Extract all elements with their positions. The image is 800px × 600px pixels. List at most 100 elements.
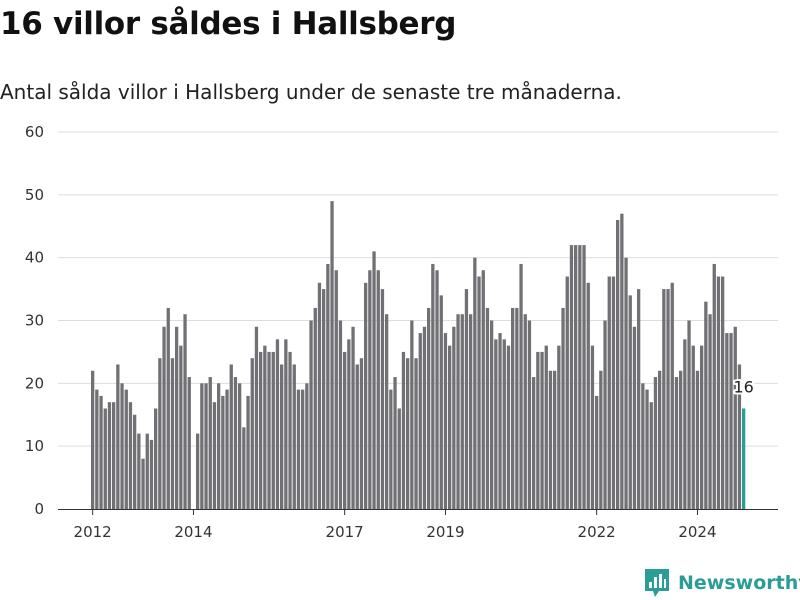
- bar: [397, 408, 401, 509]
- bar: [536, 351, 540, 509]
- x-tick-label: 2022: [578, 523, 616, 541]
- bar: [141, 458, 145, 509]
- bar: [322, 289, 326, 509]
- brand-name: Newsworthy: [678, 572, 800, 594]
- bar: [179, 345, 183, 509]
- bar: [464, 289, 469, 509]
- bar: [624, 257, 628, 509]
- bar: [359, 358, 364, 509]
- bar: [330, 201, 334, 509]
- bar: [628, 295, 632, 509]
- bar: [700, 345, 704, 509]
- bar: [254, 326, 259, 509]
- bar: [380, 289, 385, 509]
- bar: [301, 389, 305, 509]
- bar: [343, 351, 347, 509]
- bar: [435, 270, 439, 509]
- bar: [149, 439, 154, 509]
- bar: [662, 289, 666, 509]
- bar: [414, 358, 418, 509]
- bar: [733, 326, 737, 509]
- bar: [112, 402, 116, 509]
- bar: [338, 320, 343, 509]
- x-tick-label: 2014: [174, 523, 212, 541]
- bar: [275, 339, 280, 509]
- bar: [355, 364, 359, 509]
- x-tick-label: 2017: [326, 523, 364, 541]
- bar: [221, 395, 225, 509]
- bar: [527, 320, 532, 509]
- y-tick-label: 50: [25, 186, 44, 204]
- bar: [515, 307, 519, 509]
- bar: [326, 263, 330, 509]
- bar: [196, 433, 200, 509]
- bar: [309, 320, 313, 509]
- bar: [607, 276, 611, 509]
- y-tick-label: 10: [25, 437, 44, 455]
- bar: [175, 326, 179, 509]
- bar: [704, 301, 708, 509]
- bar: [91, 370, 95, 509]
- bar: [574, 245, 578, 509]
- bar: [716, 276, 721, 509]
- bar: [569, 245, 574, 509]
- bar: [128, 402, 133, 509]
- bar: [385, 314, 389, 509]
- bar: [317, 282, 322, 509]
- bar: [443, 333, 448, 509]
- bar: [200, 383, 204, 509]
- bar: [653, 377, 658, 509]
- x-tick-label: 2024: [678, 523, 716, 541]
- bar: [208, 377, 212, 509]
- bar: [645, 389, 649, 509]
- bar: [670, 282, 674, 509]
- y-tick-label: 60: [25, 123, 44, 141]
- bar: [103, 408, 107, 509]
- bar: [238, 383, 242, 509]
- bar: [246, 395, 250, 509]
- bar: [561, 307, 565, 509]
- bar: [557, 345, 561, 509]
- bar: [737, 364, 742, 509]
- bar: [695, 370, 700, 509]
- bar: [708, 314, 712, 509]
- bar: [595, 395, 599, 509]
- bar: [523, 314, 527, 509]
- bar: [259, 351, 263, 509]
- bar: [519, 263, 523, 509]
- bar: [548, 370, 553, 509]
- x-tick-label: 2012: [74, 523, 112, 541]
- bar: [368, 270, 372, 509]
- bar-chart: 0 10 20 30 40 50 60 2012 2014 2017 2019 2022 2024 16: [25, 123, 778, 541]
- bar: [649, 402, 653, 509]
- bar: [389, 389, 393, 509]
- bar: [553, 370, 557, 509]
- bar: [725, 333, 729, 509]
- bar: [502, 339, 506, 509]
- bar: [401, 351, 406, 509]
- bar: [674, 377, 679, 509]
- bar: [683, 339, 687, 509]
- bar: [616, 219, 620, 509]
- bar: [611, 276, 616, 509]
- bar: [742, 408, 746, 509]
- bar: [532, 377, 536, 509]
- bar: [544, 345, 548, 509]
- bar: [99, 395, 103, 509]
- bar: [133, 414, 137, 509]
- bar: [154, 408, 158, 509]
- bar: [158, 358, 162, 509]
- bar: [540, 351, 544, 509]
- bar: [410, 320, 414, 509]
- y-tick-label: 20: [25, 374, 44, 392]
- bar: [452, 326, 456, 509]
- bar: [233, 377, 238, 509]
- bar: [107, 402, 112, 509]
- newsworthy-logo-icon: [645, 569, 669, 597]
- chart-title: 16 villor såldes i Hallsberg: [0, 6, 457, 42]
- bar: [116, 364, 120, 509]
- bar: [376, 270, 380, 509]
- bar: [586, 282, 590, 509]
- bar: [137, 433, 141, 509]
- bar: [95, 389, 99, 509]
